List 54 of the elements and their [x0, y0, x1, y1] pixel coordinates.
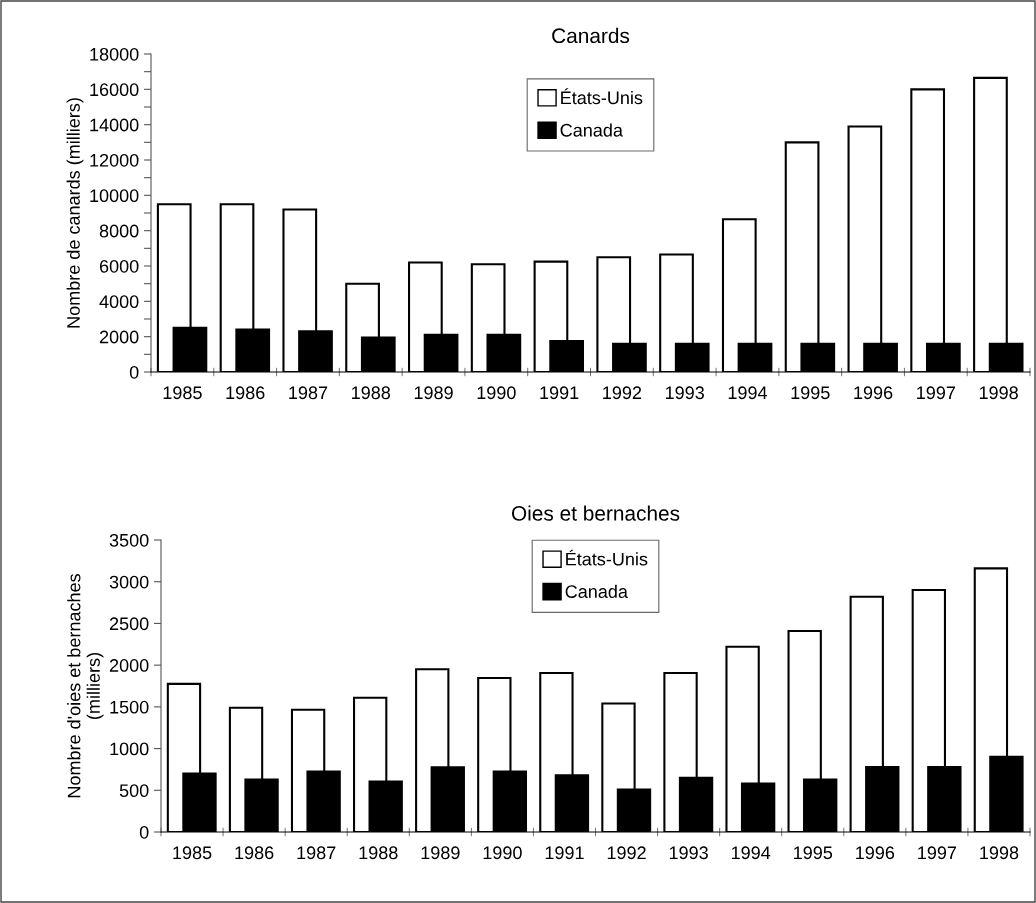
- chart-title: Oies et bernaches: [511, 505, 680, 521]
- x-tick-label: 1987: [297, 846, 336, 860]
- legend-label: États-Unis: [561, 88, 643, 105]
- x-tick-label: 1997: [917, 386, 955, 400]
- x-tick-label: 1994: [728, 386, 768, 400]
- y-tick-label: 6000: [99, 259, 139, 273]
- y-tick-label: 12000: [90, 153, 139, 167]
- y-tick-label: 2500: [109, 617, 149, 631]
- x-tick-label: 1989: [414, 386, 453, 400]
- y-tick-label: 8000: [99, 224, 139, 238]
- y-tick-label: 2000: [109, 659, 149, 672]
- x-tick-label: 1997: [918, 846, 957, 860]
- y-tick-label: 0: [129, 365, 139, 379]
- y-tick-label: 2000: [99, 330, 139, 344]
- x-tick-label: 1991: [545, 846, 584, 860]
- x-tick-label: 1985: [173, 846, 212, 860]
- x-tick-label: 1993: [665, 386, 704, 400]
- legend-label: Canada: [560, 123, 623, 137]
- y-tick-label: 16000: [90, 83, 139, 97]
- x-tick-label: 1986: [226, 386, 265, 400]
- y-tick-label: 1500: [110, 700, 149, 714]
- x-tick-label: 1987: [289, 386, 328, 400]
- y-tick-label: 4000: [99, 295, 139, 309]
- x-tick-label: 1996: [854, 386, 893, 400]
- y-tick-label: 1000: [110, 742, 149, 756]
- x-tick-label: 1986: [235, 846, 274, 860]
- y-tick-label: 0: [139, 825, 149, 839]
- y-tick-label: 14000: [90, 118, 139, 132]
- x-tick-label: 1989: [421, 846, 460, 860]
- x-tick-label: 1988: [359, 846, 398, 860]
- y-tick-label: 18000: [90, 47, 139, 61]
- y-tick-label: 500: [119, 784, 149, 798]
- x-tick-label: 1985: [163, 386, 202, 400]
- y-axis-title: Nombre d'oies et bernaches (milliers): [67, 574, 104, 798]
- x-tick-label: 1991: [540, 386, 579, 400]
- x-tick-label: 1990: [477, 386, 516, 400]
- x-tick-label: 1996: [856, 846, 895, 860]
- y-tick-label: 3000: [109, 575, 149, 589]
- x-tick-label: 1992: [607, 846, 646, 860]
- x-tick-label: 1993: [669, 846, 708, 860]
- chart-title: Canards: [552, 27, 630, 44]
- x-tick-label: 1990: [483, 846, 522, 860]
- legend-label: États-Unis: [566, 549, 648, 566]
- x-tick-label: 1998: [980, 846, 1019, 860]
- x-tick-label: 1995: [794, 846, 833, 860]
- x-tick-label: 1994: [731, 846, 771, 860]
- x-tick-label: 1998: [979, 386, 1018, 400]
- y-tick-label: 3500: [109, 533, 149, 547]
- y-tick-label: 10000: [90, 189, 139, 203]
- x-tick-label: 1995: [791, 386, 830, 400]
- x-tick-label: 1988: [352, 386, 391, 400]
- y-axis-title: Nombre de canards (milliers): [66, 98, 84, 328]
- legend-label: Canada: [565, 584, 628, 598]
- x-tick-label: 1992: [603, 386, 642, 400]
